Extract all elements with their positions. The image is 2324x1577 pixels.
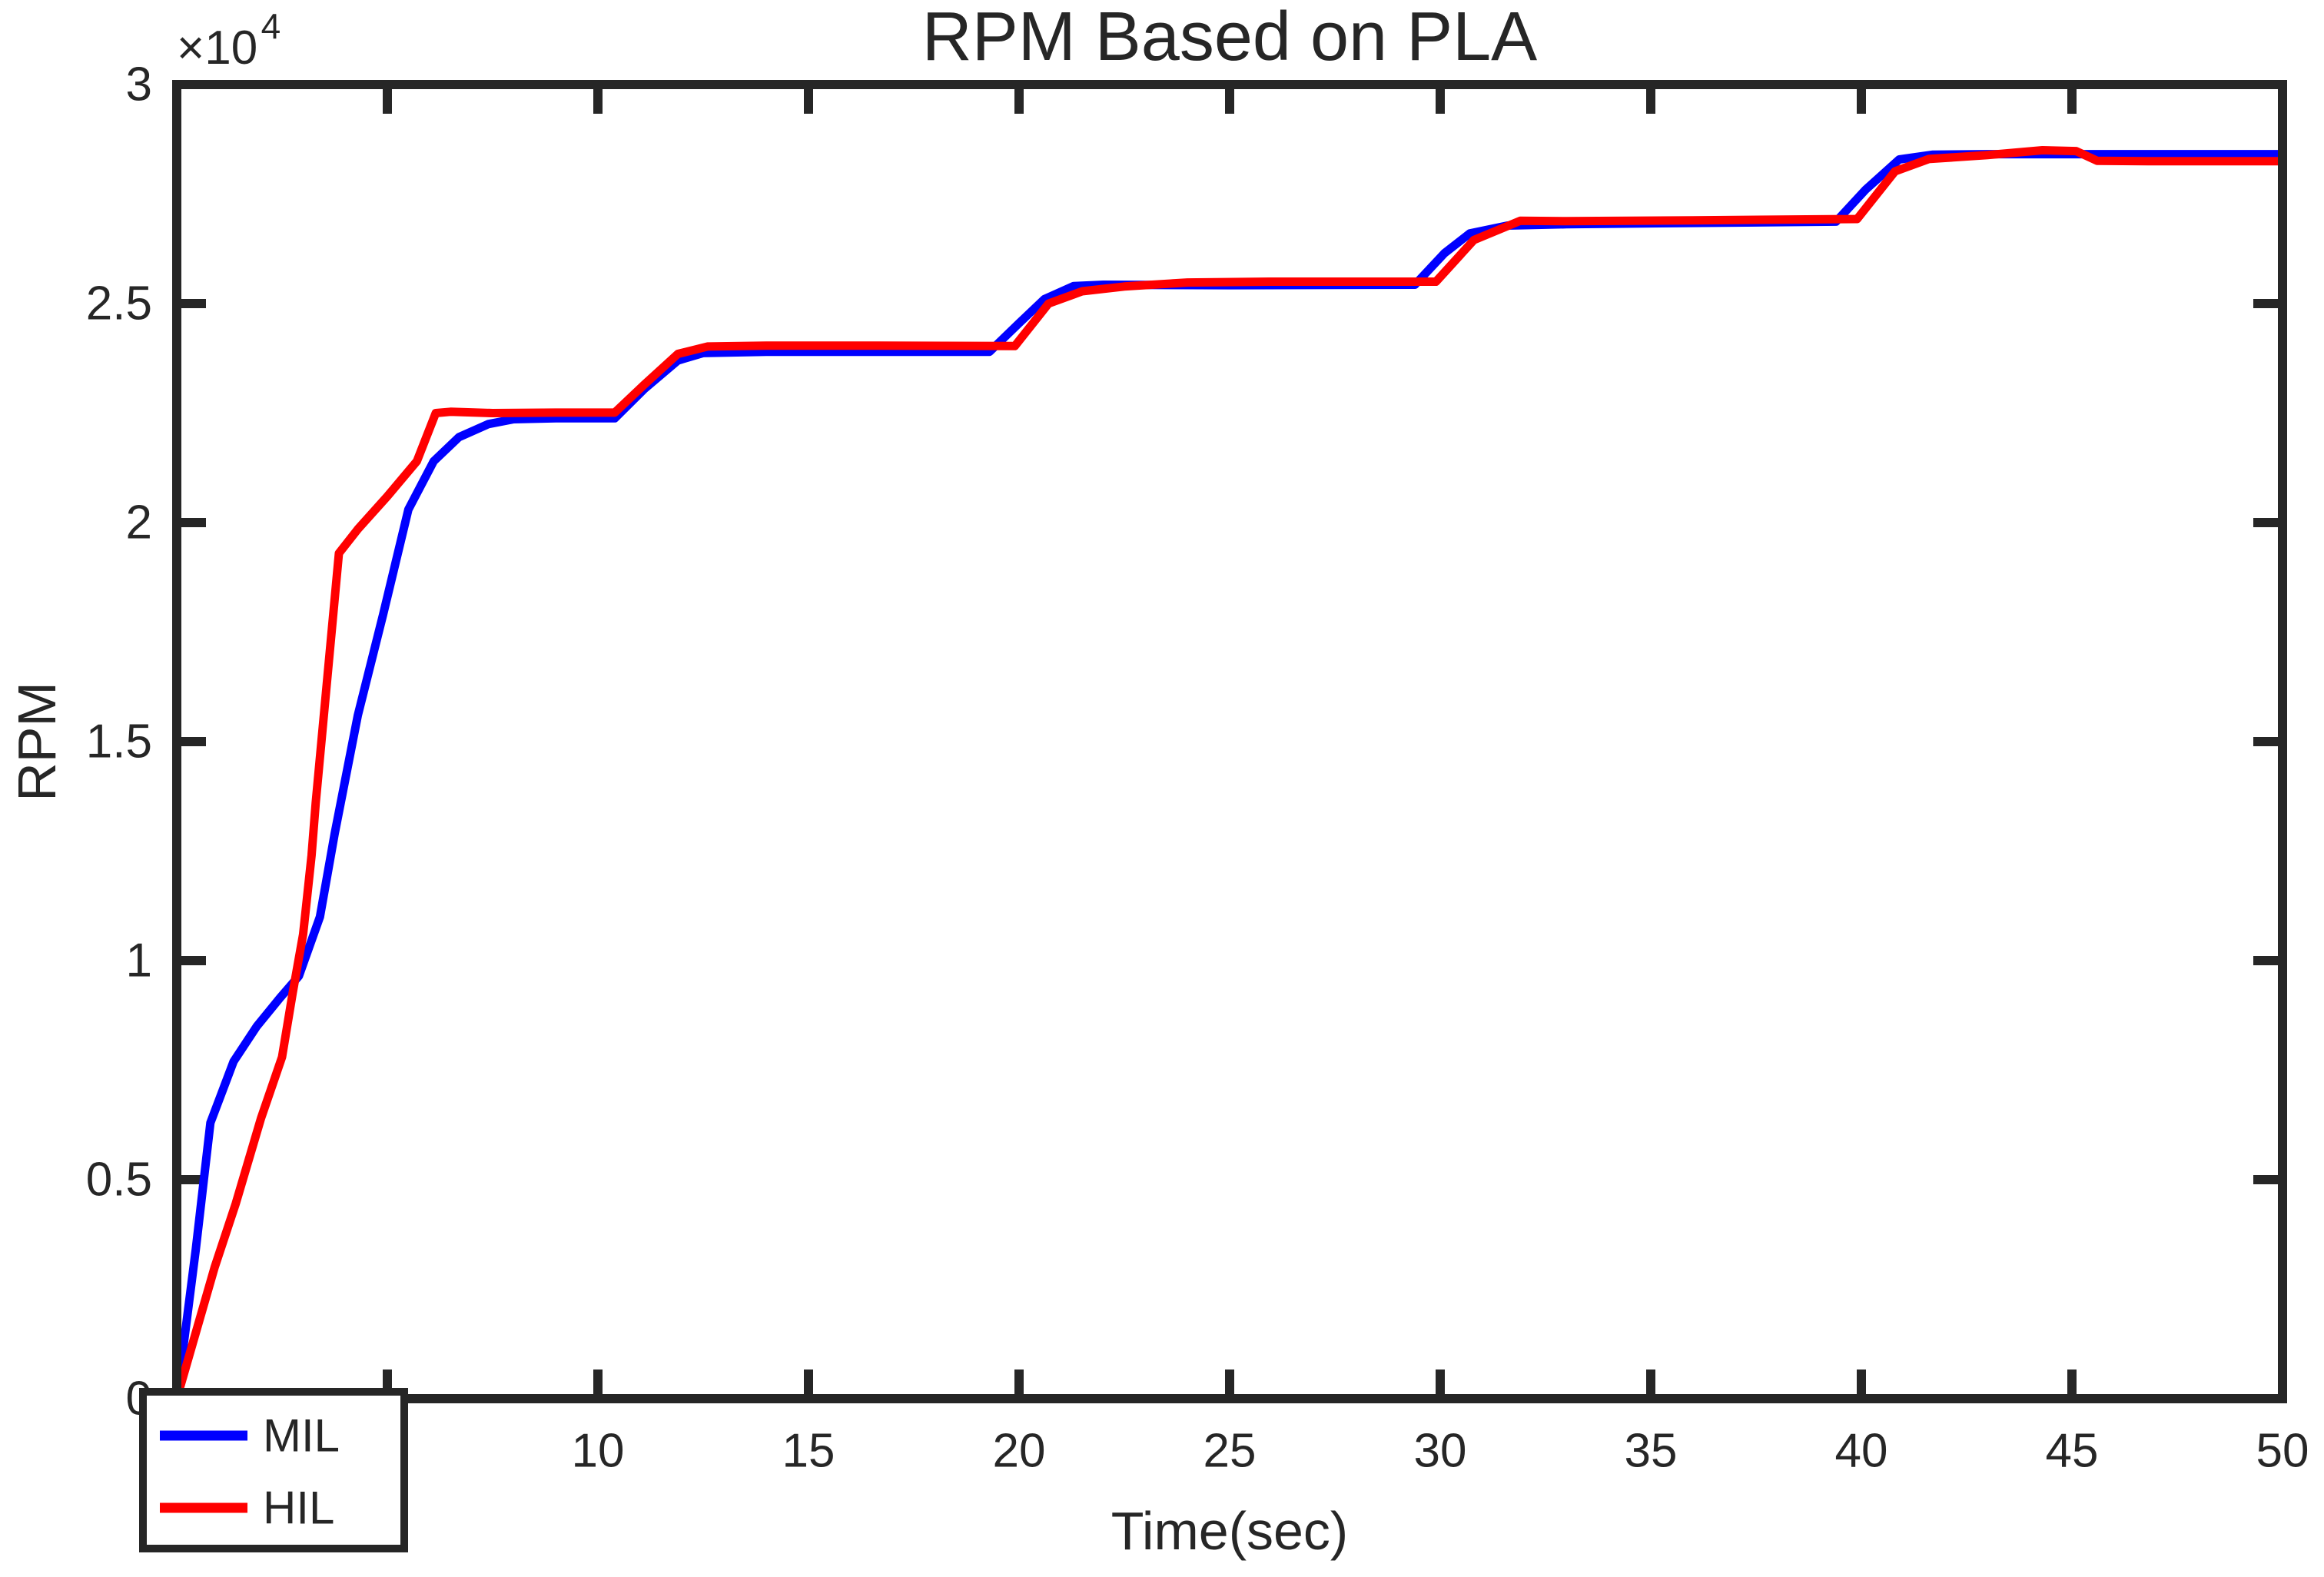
x-tick-label: 40 — [1835, 1425, 1888, 1478]
y-axis-exponent: ×10 4 — [177, 6, 281, 75]
x-tick-label: 45 — [2046, 1425, 2099, 1478]
y-exponent-base: ×10 — [177, 22, 257, 75]
x-tick-label: 10 — [572, 1425, 625, 1478]
y-tick-label: 2 — [126, 496, 152, 549]
x-tick-label: 15 — [782, 1425, 835, 1478]
legend: MIL HIL — [139, 1388, 408, 1552]
legend-label-mil: MIL — [263, 1410, 340, 1462]
x-axis-label: Time(sec) — [1111, 1501, 1349, 1561]
x-tick-label: 35 — [1625, 1425, 1678, 1478]
y-tick-label: 1.5 — [86, 715, 152, 769]
chart-series — [172, 146, 2282, 1400]
y-tick-label: 3 — [126, 58, 152, 111]
series-line-hil — [172, 146, 2282, 1400]
x-tick-label: 25 — [1204, 1425, 1257, 1478]
chart-title: RPM Based on PLA — [922, 0, 1537, 75]
plot-area — [177, 85, 2282, 1399]
y-exponent-power: 4 — [261, 6, 281, 46]
y-tick-label: 1 — [126, 935, 152, 988]
legend-box — [139, 1388, 408, 1552]
x-tick-label: 30 — [1414, 1425, 1467, 1478]
x-tick-label: 50 — [2256, 1425, 2309, 1478]
axes-box — [172, 80, 2287, 1403]
legend-label-hil: HIL — [263, 1482, 334, 1534]
x-tick-label: 20 — [993, 1425, 1046, 1478]
y-axis-label: RPM — [7, 682, 67, 802]
y-tick-label: 0.5 — [86, 1154, 152, 1207]
y-tick-label: 2.5 — [86, 277, 152, 330]
